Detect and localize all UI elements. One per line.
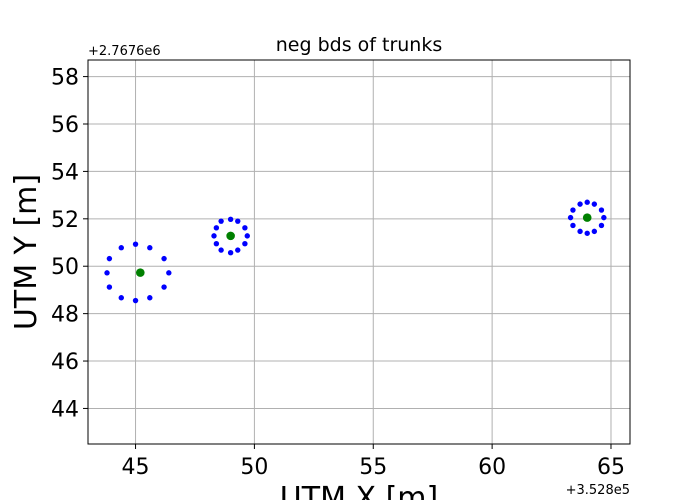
x-tick-label: 60 bbox=[478, 455, 506, 480]
x-axis-label: UTM X [m] bbox=[280, 481, 438, 500]
boundary-point bbox=[601, 214, 607, 221]
boundary-point bbox=[166, 270, 172, 276]
center-points bbox=[135, 213, 592, 277]
boundary-point bbox=[584, 230, 590, 236]
boundary-point bbox=[118, 295, 124, 301]
boundary-point bbox=[104, 270, 110, 276]
center-point bbox=[135, 268, 145, 277]
boundary-point bbox=[106, 255, 113, 262]
y-offset-label: +2.7676e6 bbox=[88, 44, 161, 59]
boundary-point bbox=[235, 247, 241, 253]
boundary-point bbox=[598, 207, 605, 213]
y-axis-label: UTM Y [m] bbox=[9, 174, 44, 330]
x-tick-label: 45 bbox=[122, 455, 150, 480]
x-tick-label: 65 bbox=[597, 455, 625, 480]
y-tick-label: 54 bbox=[51, 160, 79, 185]
boundary-points bbox=[104, 199, 607, 304]
boundary-point bbox=[235, 218, 241, 224]
boundary-point bbox=[147, 295, 153, 301]
boundary-point bbox=[227, 216, 234, 222]
y-axis-ticks: 44 46 48 50 52 54 56 58 bbox=[51, 66, 88, 422]
boundary-point bbox=[598, 222, 605, 229]
boundary-point bbox=[211, 233, 217, 239]
boundary-point bbox=[213, 225, 220, 231]
y-tick-label: 58 bbox=[51, 66, 79, 91]
x-offset-label: +3.528e5 bbox=[566, 483, 630, 498]
boundary-point bbox=[242, 241, 248, 247]
plot-frame bbox=[87, 59, 631, 445]
y-tick-label: 56 bbox=[51, 113, 79, 138]
boundary-point bbox=[147, 245, 153, 251]
boundary-point bbox=[218, 247, 224, 253]
x-tick-label: 55 bbox=[359, 455, 387, 480]
y-tick-label: 44 bbox=[51, 397, 79, 422]
x-axis-ticks: 45 50 55 60 65 bbox=[122, 444, 625, 480]
boundary-point bbox=[570, 207, 576, 213]
boundary-point bbox=[591, 201, 598, 207]
boundary-point bbox=[161, 255, 167, 262]
y-tick-label: 48 bbox=[51, 303, 79, 328]
boundary-point bbox=[118, 245, 124, 251]
boundary-point bbox=[106, 284, 113, 290]
boundary-point bbox=[213, 241, 220, 247]
y-tick-label: 50 bbox=[51, 255, 79, 280]
boundary-point bbox=[577, 228, 583, 235]
boundary-point bbox=[567, 214, 574, 221]
grid bbox=[88, 60, 630, 444]
boundary-point bbox=[577, 201, 583, 207]
boundary-point bbox=[132, 241, 139, 247]
y-tick-label: 52 bbox=[51, 208, 79, 233]
boundary-point bbox=[591, 228, 598, 235]
boundary-point bbox=[244, 233, 250, 239]
boundary-point bbox=[161, 284, 167, 290]
boundary-point bbox=[227, 250, 234, 256]
x-tick-label: 50 bbox=[240, 455, 268, 480]
boundary-point bbox=[218, 218, 224, 224]
boundary-point bbox=[584, 199, 590, 205]
y-tick-label: 46 bbox=[51, 350, 79, 375]
center-point bbox=[582, 213, 592, 222]
boundary-point bbox=[570, 222, 576, 229]
chart-title: neg bds of trunks bbox=[276, 34, 443, 56]
boundary-point bbox=[132, 297, 139, 304]
boundary-point bbox=[242, 225, 248, 231]
center-point bbox=[226, 231, 235, 241]
